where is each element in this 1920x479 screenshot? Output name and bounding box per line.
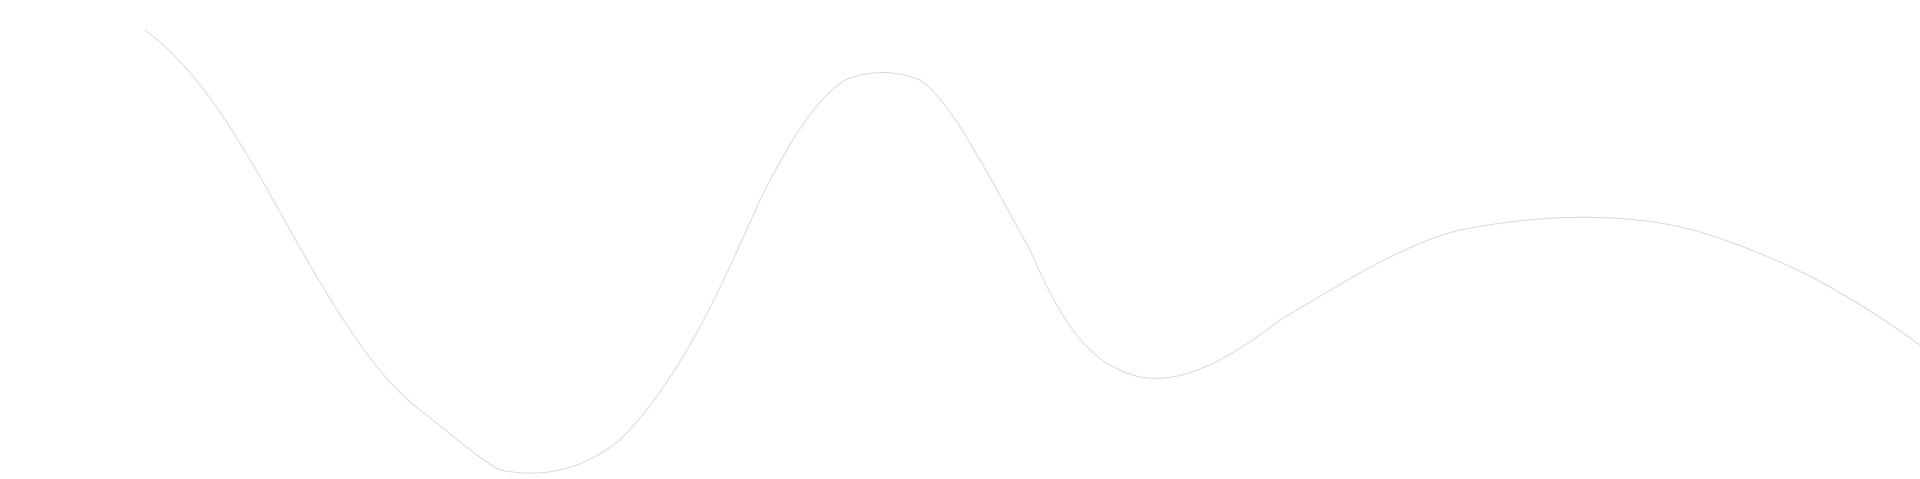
wave-curve (144, 29, 1920, 474)
